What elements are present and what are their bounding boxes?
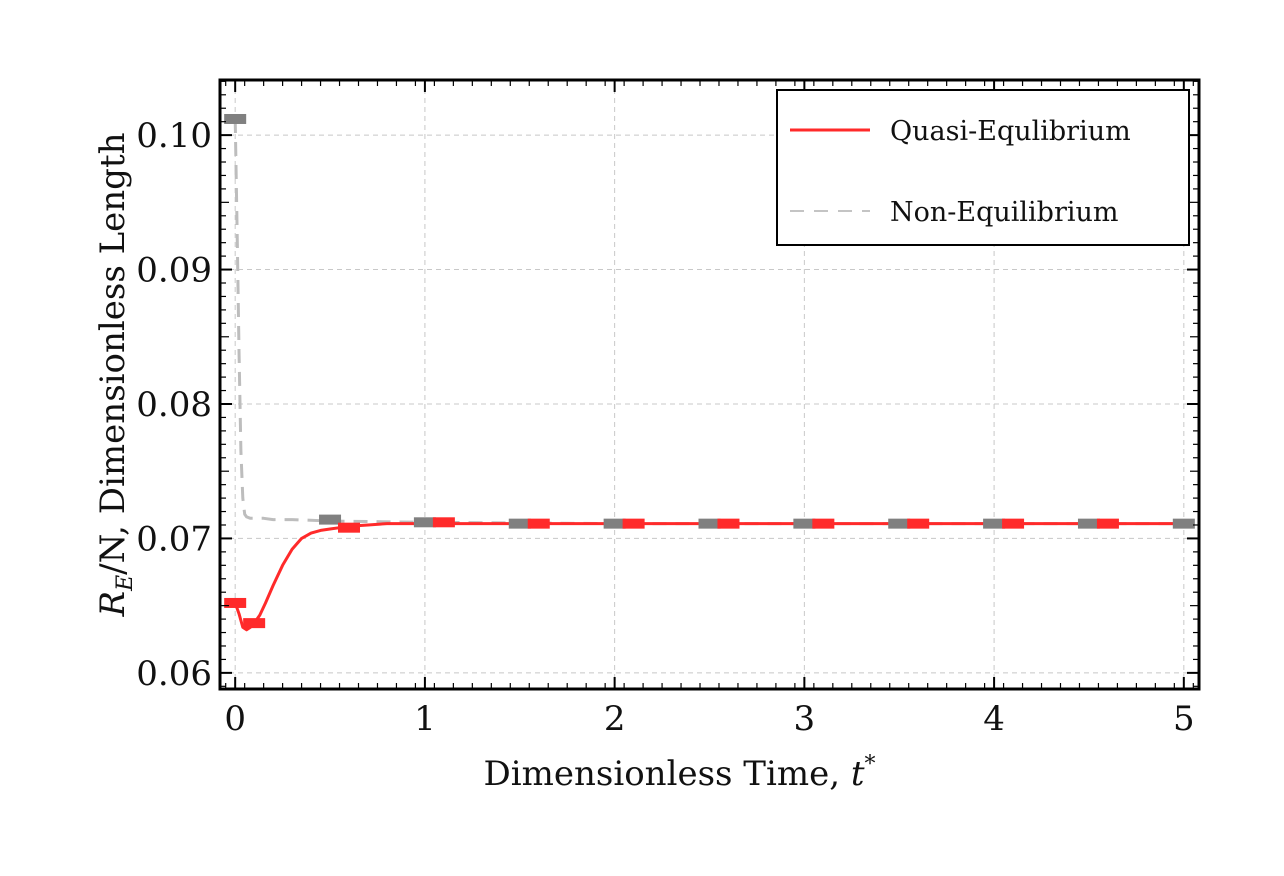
- marker-quasi-equilibrium: [527, 518, 550, 529]
- marker-non-equilibrium: [983, 518, 1006, 529]
- tick-labels: 0 1 2 3 4 5 0.06 0.07 0.08 0.09 0.10: [136, 116, 1194, 739]
- x-axis-title-var: t: [851, 754, 865, 794]
- marker-quasi-equilibrium: [622, 518, 645, 529]
- x-axis-title: Dimensionless Time, t*: [484, 752, 876, 794]
- y-axis-title-rest: /N, Dimensionless Length: [93, 132, 133, 574]
- x-axis-title-text: Dimensionless Time,: [484, 754, 851, 794]
- y-tick-label: 0.08: [136, 385, 212, 425]
- marker-quasi-equilibrium: [224, 597, 247, 608]
- x-tick-label: 1: [414, 699, 436, 739]
- legend-box: [776, 89, 1190, 246]
- marker-non-equilibrium: [1172, 518, 1195, 529]
- marker-quasi-equilibrium: [1002, 518, 1025, 529]
- marker-quasi-equilibrium: [812, 518, 835, 529]
- marker-non-equilibrium: [888, 518, 911, 529]
- marker-non-equilibrium: [698, 518, 721, 529]
- marker-non-equilibrium: [1077, 518, 1100, 529]
- x-tick-label: 0: [224, 699, 246, 739]
- marker-quasi-equilibrium: [717, 518, 740, 529]
- legend-label-quasi-equilibrium: Quasi-Equlibrium: [890, 116, 1131, 147]
- y-tick-label: 0.06: [136, 654, 212, 694]
- legend-label-non-equilibrium: Non-Equilibrium: [890, 197, 1119, 228]
- marker-quasi-equilibrium: [243, 618, 266, 629]
- axis-ticks: [220, 80, 1199, 689]
- y-tick-label: 0.09: [136, 251, 212, 291]
- marker-quasi-equilibrium: [432, 517, 455, 528]
- y-tick-label: 0.07: [136, 519, 212, 559]
- marker-non-equilibrium: [793, 518, 816, 529]
- marker-non-equilibrium: [224, 113, 247, 124]
- marker-quasi-equilibrium: [907, 518, 930, 529]
- x-tick-label: 4: [983, 699, 1005, 739]
- x-tick-label: 2: [604, 699, 626, 739]
- marker-quasi-equilibrium: [338, 522, 361, 533]
- marker-non-equilibrium: [603, 518, 626, 529]
- marker-layer: [224, 113, 1195, 629]
- legend: Quasi-Equlibrium Non-Equilibrium: [776, 89, 1190, 246]
- plot-frame: [218, 78, 1201, 691]
- marker-non-equilibrium: [508, 518, 531, 529]
- marker-non-equilibrium: [413, 517, 436, 528]
- y-axis-title-sub: E: [113, 575, 138, 592]
- x-tick-label: 3: [794, 699, 816, 739]
- x-axis-title-sup: *: [864, 752, 875, 777]
- y-axis-title: RE/N, Dimensionless Length: [93, 132, 138, 617]
- x-tick-label: 5: [1173, 699, 1195, 739]
- marker-quasi-equilibrium: [1096, 518, 1119, 529]
- y-tick-label: 0.10: [136, 116, 212, 156]
- marker-non-equilibrium: [319, 514, 342, 525]
- y-axis-title-var: R: [93, 591, 133, 618]
